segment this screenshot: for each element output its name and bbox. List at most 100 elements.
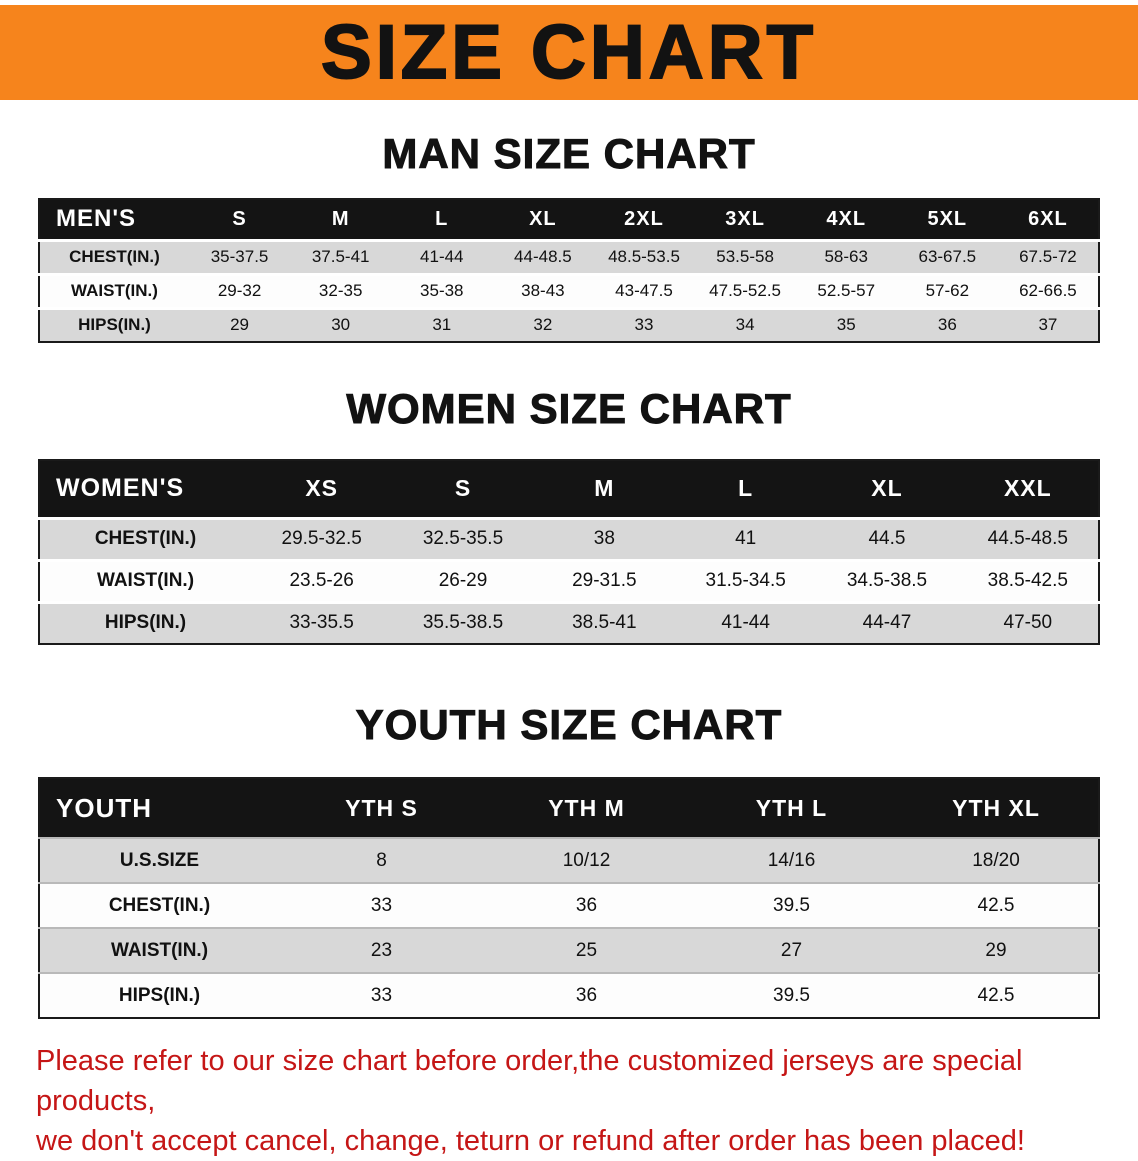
table-row: HIPS(IN.) 33-35.5 35.5-38.5 38.5-41 41-44 44-… [39, 600, 1099, 644]
size-header-cell: XXL [957, 460, 1099, 518]
value-cell: 42.5 [894, 882, 1099, 928]
size-header-cell: 4XL [795, 199, 897, 240]
value-cell: 47.5-52.5 [694, 272, 796, 308]
value-cell: 35-38 [391, 272, 493, 308]
value-cell: 63-67.5 [896, 238, 998, 274]
value-cell: 42.5 [894, 972, 1099, 1018]
size-header-cell: L [391, 199, 493, 240]
size-header-cell: YTH M [484, 778, 689, 838]
value-cell: 33 [279, 882, 484, 928]
women-size-section: WOMEN SIZE CHART WOMEN'S XS S M L XL XXL CHEST(… [0, 385, 1138, 645]
size-header-cell: S [189, 199, 291, 240]
disclaimer: Please refer to our size chart before or… [36, 1041, 1108, 1161]
value-cell: 52.5-57 [795, 272, 897, 308]
youth-size-section: YOUTH SIZE CHART YOUTH YTH S YTH M YTH L YTH… [0, 701, 1138, 1019]
value-cell: 44-48.5 [492, 238, 594, 274]
row-label: HIPS(IN.) [39, 600, 251, 644]
table-header-row: YOUTH YTH S YTH M YTH L YTH XL [39, 778, 1099, 838]
value-cell: 38.5-41 [533, 600, 675, 644]
value-cell: 31 [391, 306, 493, 342]
value-cell: 47-50 [957, 600, 1099, 644]
size-header-cell: 3XL [694, 199, 796, 240]
table-row: CHEST(IN.) 33 36 39.5 42.5 [39, 882, 1099, 928]
value-cell: 38.5-42.5 [957, 558, 1099, 602]
value-cell: 33 [279, 972, 484, 1018]
row-label: CHEST(IN.) [39, 882, 279, 928]
table-row: WAIST(IN.) 23.5-26 26-29 29-31.5 31.5-34.5 34… [39, 558, 1099, 602]
value-cell: 35 [795, 306, 897, 342]
size-header-cell: XL [492, 199, 594, 240]
value-cell: 29 [189, 306, 291, 342]
value-cell: 39.5 [689, 882, 894, 928]
men-size-table: MEN'S S M L XL 2XL 3XL 4XL 5XL 6XL CHEST(IN.) 35-37… [38, 198, 1100, 343]
table-row: CHEST(IN.) 29.5-32.5 32.5-35.5 38 41 44.5 44.5… [39, 516, 1099, 560]
youth-section-heading: YOUTH SIZE CHART [355, 701, 783, 749]
value-cell: 29-32 [189, 272, 291, 308]
row-label: WAIST(IN.) [39, 272, 189, 308]
table-title-cell: MEN'S [39, 199, 189, 240]
value-cell: 48.5-53.5 [593, 238, 695, 274]
row-label: HIPS(IN.) [39, 972, 279, 1018]
value-cell: 34.5-38.5 [816, 558, 958, 602]
table-row: HIPS(IN.) 33 36 39.5 42.5 [39, 972, 1099, 1018]
size-chart-page: SIZE CHART MAN SIZE CHART MEN'S S M L XL 2XL 3… [0, 5, 1138, 1161]
value-cell: 44-47 [816, 600, 958, 644]
women-size-table: WOMEN'S XS S M L XL XXL CHEST(IN.) 29.5-32.5 32.5… [38, 459, 1100, 645]
value-cell: 23.5-26 [251, 558, 393, 602]
value-cell: 32-35 [290, 272, 392, 308]
value-cell: 14/16 [689, 837, 894, 883]
size-header-cell: YTH S [279, 778, 484, 838]
size-header-cell: L [674, 460, 817, 518]
row-label: CHEST(IN.) [39, 238, 189, 274]
value-cell: 27 [689, 927, 894, 973]
row-label: U.S.SIZE [39, 837, 279, 883]
row-label: HIPS(IN.) [39, 306, 189, 342]
youth-size-table: YOUTH YTH S YTH M YTH L YTH XL U.S.SIZE 8 10/12… [38, 777, 1100, 1019]
table-header-row: MEN'S S M L XL 2XL 3XL 4XL 5XL 6XL [39, 199, 1099, 240]
value-cell: 37 [997, 306, 1099, 342]
women-section-heading: WOMEN SIZE CHART [346, 385, 792, 433]
value-cell: 35.5-38.5 [392, 600, 534, 644]
value-cell: 23 [279, 927, 484, 973]
table-row: WAIST(IN.) 29-32 32-35 35-38 38-43 43-47.5 47.… [39, 272, 1099, 308]
size-header-cell: S [392, 460, 534, 518]
value-cell: 58-63 [795, 238, 897, 274]
value-cell: 57-62 [896, 272, 998, 308]
value-cell: 31.5-34.5 [674, 558, 817, 602]
value-cell: 34 [694, 306, 796, 342]
table-header-row: WOMEN'S XS S M L XL XXL [39, 460, 1099, 518]
row-label: WAIST(IN.) [39, 558, 251, 602]
disclaimer-line-1: Please refer to our size chart before or… [36, 1045, 1023, 1118]
value-cell: 67.5-72 [997, 238, 1099, 274]
banner: SIZE CHART [0, 5, 1138, 100]
value-cell: 33-35.5 [251, 600, 393, 644]
men-section-heading: MAN SIZE CHART [382, 130, 756, 178]
table-row: WAIST(IN.) 23 25 27 29 [39, 927, 1099, 973]
value-cell: 32.5-35.5 [392, 516, 534, 560]
value-cell: 44.5 [816, 516, 958, 560]
value-cell: 41-44 [391, 238, 493, 274]
size-header-cell: M [533, 460, 675, 518]
value-cell: 36 [484, 972, 689, 1018]
value-cell: 62-66.5 [997, 272, 1099, 308]
size-header-cell: XL [816, 460, 958, 518]
row-label: WAIST(IN.) [39, 927, 279, 973]
value-cell: 29-31.5 [533, 558, 675, 602]
size-header-cell: M [290, 199, 392, 240]
value-cell: 36 [484, 882, 689, 928]
table-row: U.S.SIZE 8 10/12 14/16 18/20 [39, 837, 1099, 883]
value-cell: 30 [290, 306, 392, 342]
size-header-cell: XS [251, 460, 393, 518]
value-cell: 36 [896, 306, 998, 342]
value-cell: 38 [533, 516, 675, 560]
value-cell: 29 [894, 927, 1099, 973]
value-cell: 37.5-41 [290, 238, 392, 274]
row-label: CHEST(IN.) [39, 516, 251, 560]
size-header-cell: 6XL [997, 199, 1099, 240]
size-header-cell: YTH XL [894, 778, 1099, 838]
value-cell: 44.5-48.5 [957, 516, 1099, 560]
value-cell: 8 [279, 837, 484, 883]
value-cell: 38-43 [492, 272, 594, 308]
men-size-section: MAN SIZE CHART MEN'S S M L XL 2XL 3XL 4XL 5XL 6XL… [0, 130, 1138, 343]
value-cell: 33 [593, 306, 695, 342]
